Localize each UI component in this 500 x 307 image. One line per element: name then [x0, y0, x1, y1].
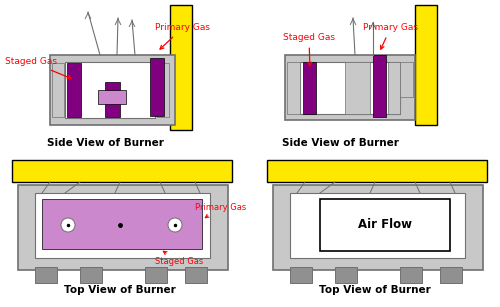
Text: Staged Gas: Staged Gas [283, 33, 335, 66]
Bar [335, 267, 357, 283]
Bar [400, 267, 422, 283]
Bar [18, 185, 228, 270]
Bar [52, 63, 64, 117]
Bar [50, 55, 175, 125]
Text: Staged Gas: Staged Gas [155, 251, 203, 266]
Bar [35, 267, 57, 283]
Text: Primary Gas: Primary Gas [155, 24, 210, 49]
Bar [67, 63, 81, 117]
Text: Side View of Burner: Side View of Burner [46, 138, 164, 148]
Bar [267, 160, 487, 182]
Bar [285, 55, 415, 120]
Bar [80, 267, 102, 283]
Bar [65, 62, 155, 118]
Bar [373, 55, 386, 117]
Bar [300, 62, 400, 114]
Text: Top View of Burner: Top View of Burner [64, 285, 176, 295]
Bar [440, 267, 462, 283]
Bar [42, 199, 202, 249]
Bar [290, 267, 312, 283]
Text: Air Flow: Air Flow [358, 219, 412, 231]
Bar [303, 62, 316, 114]
Text: Side View of Burner: Side View of Burner [282, 138, 399, 148]
Bar [150, 58, 164, 116]
Bar [185, 267, 207, 283]
Bar [400, 62, 413, 97]
Bar [290, 193, 465, 258]
Bar [98, 90, 126, 104]
Text: Top View of Burner: Top View of Burner [319, 285, 431, 295]
Bar [273, 185, 483, 270]
Bar [320, 199, 450, 251]
Bar [105, 82, 120, 117]
Bar [287, 62, 300, 114]
Text: Primary Gas: Primary Gas [363, 24, 418, 49]
Bar [388, 62, 400, 114]
Bar [35, 193, 210, 258]
Circle shape [168, 218, 182, 232]
Bar [12, 160, 232, 182]
Bar [157, 63, 169, 117]
Text: Staged Gas: Staged Gas [5, 57, 71, 79]
Bar [145, 267, 167, 283]
Circle shape [61, 218, 75, 232]
Bar [345, 62, 370, 114]
Text: Primary Gas: Primary Gas [195, 203, 246, 218]
Bar [415, 5, 437, 125]
Bar [170, 5, 192, 130]
